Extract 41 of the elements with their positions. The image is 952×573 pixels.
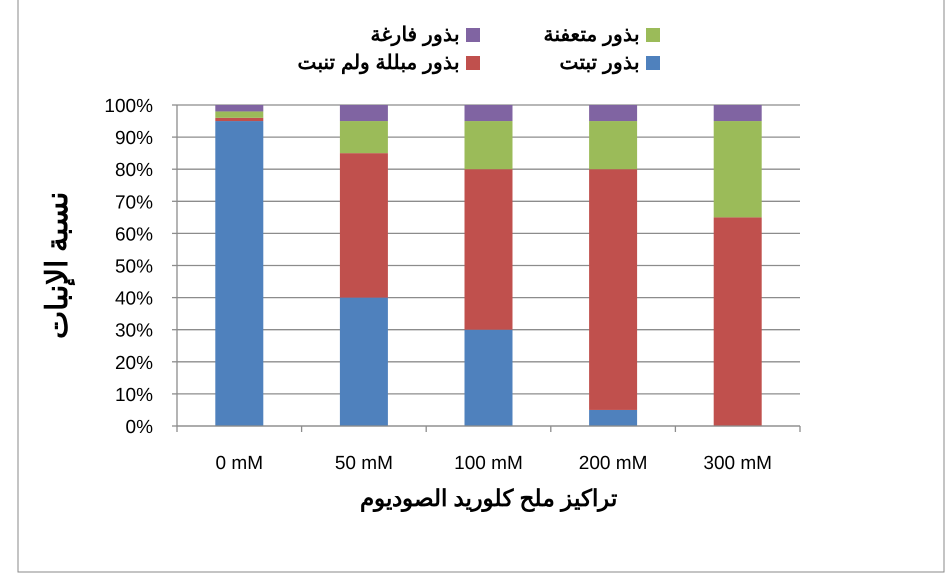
bar (589, 169, 638, 410)
bar (589, 410, 638, 426)
y-tick-label: 100% (104, 96, 154, 117)
bar (464, 330, 512, 426)
x-tick-label: 300 mM (703, 453, 772, 474)
bar (464, 105, 512, 122)
bar (714, 217, 762, 426)
bar (340, 298, 388, 426)
bar (589, 121, 638, 170)
y-tick-label: 0% (126, 417, 154, 438)
y-tick-label: 90% (114, 128, 154, 150)
bar (340, 105, 388, 122)
bar (215, 121, 264, 426)
bar (714, 121, 762, 218)
legend-label: بذور فارغة (370, 24, 460, 47)
bar (464, 121, 512, 170)
bar (215, 118, 264, 122)
bar (215, 105, 264, 112)
legend-label: بذور متعفنة (543, 24, 640, 47)
y-tick-label: 10% (114, 384, 154, 406)
x-tick-label: 100 mM (454, 453, 523, 474)
y-axis-title: نسبة الإنبات (41, 192, 76, 340)
y-tick-label: 20% (114, 352, 154, 374)
y-tick-label: 30% (114, 320, 154, 342)
bar (340, 153, 388, 298)
x-tick-label: 200 mM (578, 453, 648, 474)
legend-label: بذور مبللة ولم تنبت (297, 52, 460, 75)
legend-label: بذور تبتت (559, 52, 640, 75)
y-tick-label: 70% (114, 192, 154, 214)
y-tick-label: 50% (114, 256, 154, 278)
bar (714, 105, 762, 122)
bar (340, 121, 388, 154)
x-tick-label: 0 mM (216, 453, 264, 474)
bar (589, 105, 638, 122)
y-tick-label: 60% (114, 224, 154, 246)
x-axis-title: تراكيز ملح كلوريد الصوديوم (360, 485, 618, 513)
bar (215, 111, 264, 118)
y-tick-label: 40% (114, 288, 154, 310)
y-tick-label: 80% (114, 160, 154, 182)
x-tick-label: 50 mM (334, 453, 393, 474)
bar (464, 169, 512, 330)
